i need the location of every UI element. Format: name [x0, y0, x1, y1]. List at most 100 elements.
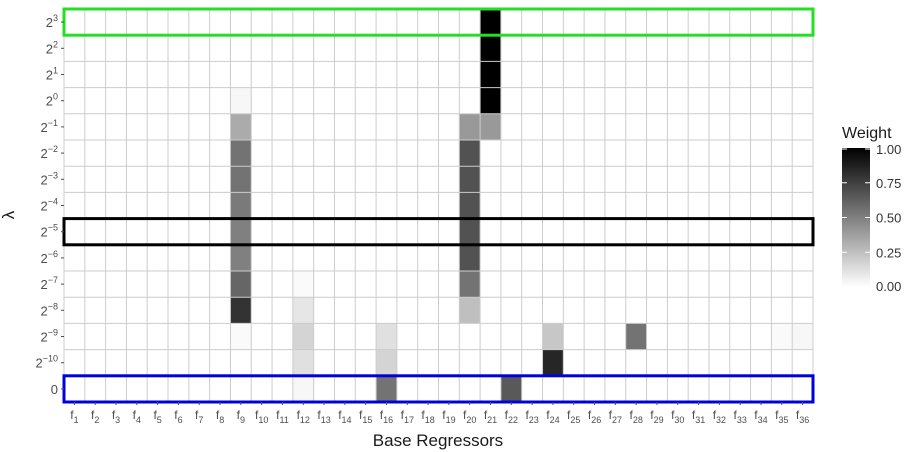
heatmap-cell	[729, 375, 751, 402]
heatmap-cell	[480, 192, 501, 219]
heatmap-cell	[521, 297, 543, 324]
heatmap-cell	[438, 375, 460, 402]
heatmap-cell	[542, 35, 564, 62]
heatmap-cell	[64, 244, 85, 271]
heatmap-cell	[542, 113, 564, 140]
heatmap-cell	[105, 35, 127, 62]
heatmap-cell	[480, 244, 501, 271]
heatmap-cell	[147, 166, 169, 193]
heatmap-cell	[147, 61, 169, 88]
heatmap-cell	[521, 271, 543, 298]
heatmap-cell	[563, 192, 585, 219]
heatmap-cell	[396, 9, 418, 36]
y-tick-label: 23	[46, 13, 58, 30]
heatmap-cell	[230, 218, 252, 245]
heatmap-cell	[521, 61, 543, 88]
heatmap-cell	[64, 166, 85, 193]
heatmap-cell	[646, 9, 668, 36]
y-tick-label: 2−10	[35, 354, 58, 371]
heatmap-cell	[64, 61, 85, 88]
heatmap-cell	[292, 218, 314, 245]
heatmap-cell	[771, 140, 793, 167]
colorbar-tick-label: 0.75	[876, 176, 901, 191]
heatmap-cell	[708, 9, 730, 36]
heatmap-cell	[105, 192, 127, 219]
heatmap-cell	[376, 297, 397, 324]
heatmap-cell	[500, 9, 522, 36]
x-tick-label: f31	[692, 408, 705, 425]
x-tick-label: f32	[713, 408, 726, 425]
heatmap-cell	[84, 192, 106, 219]
heatmap-cell	[708, 349, 730, 376]
heatmap-cell	[292, 113, 314, 140]
heatmap-cell	[396, 375, 418, 402]
heatmap-cell	[563, 297, 585, 324]
heatmap-cell	[792, 218, 813, 245]
heatmap-cell	[105, 113, 127, 140]
heatmap-cell	[168, 375, 189, 402]
heatmap-cell	[84, 35, 106, 62]
heatmap-cell	[438, 271, 460, 298]
heatmap-cell	[625, 140, 647, 167]
heatmap-cell	[272, 349, 293, 376]
heatmap-cell	[480, 35, 501, 62]
heatmap-cell	[500, 35, 522, 62]
heatmap-cell	[438, 87, 460, 114]
heatmap-cell	[584, 323, 605, 350]
heatmap-cell	[521, 35, 543, 62]
heatmap-cell	[355, 113, 377, 140]
heatmap-cell	[251, 113, 273, 140]
colorbar-legend: Weight 1.00 0.75 0.50 0.25 0.00	[842, 125, 901, 294]
heatmap-cell	[147, 9, 169, 36]
heatmap-cell	[729, 9, 751, 36]
heatmap-cell	[355, 9, 377, 36]
heatmap-cell	[292, 244, 314, 271]
heatmap-cell	[563, 9, 585, 36]
heatmap-cell	[521, 323, 543, 350]
x-tick-label: f36	[796, 408, 809, 425]
heatmap-cell	[542, 349, 564, 376]
heatmap-cell	[625, 218, 647, 245]
heatmap-cell	[355, 192, 377, 219]
heatmap-cell	[168, 244, 189, 271]
heatmap-cell	[604, 192, 626, 219]
heatmap-cell	[729, 271, 751, 298]
heatmap-cell	[272, 166, 293, 193]
heatmap-cell	[313, 61, 335, 88]
heatmap-cell	[584, 218, 605, 245]
heatmap-cell	[792, 375, 813, 402]
heatmap-cell	[105, 375, 127, 402]
heatmap-cell	[563, 349, 585, 376]
x-tick-label: f24	[546, 408, 559, 425]
x-tick-label: f29	[650, 408, 663, 425]
heatmap-cell	[646, 61, 668, 88]
x-tick-label: f15	[359, 408, 372, 425]
heatmap-cell	[168, 87, 189, 114]
heatmap-cell	[168, 218, 189, 245]
heatmap-cell	[313, 9, 335, 36]
heatmap-cell	[604, 9, 626, 36]
heatmap-cell	[480, 166, 501, 193]
heatmap-cell	[251, 375, 273, 402]
heatmap-cell	[355, 244, 377, 271]
heatmap-cell	[792, 192, 813, 219]
heatmap-cell	[667, 297, 689, 324]
heatmap-cell	[313, 244, 335, 271]
heatmap-cell	[688, 244, 709, 271]
heatmap-cell	[376, 87, 397, 114]
heatmap-cell	[396, 166, 418, 193]
heatmap-cell	[646, 297, 668, 324]
heatmap-cell	[272, 297, 293, 324]
heatmap-cell	[417, 166, 439, 193]
heatmap-cell	[459, 323, 481, 350]
heatmap-cell	[168, 113, 189, 140]
heatmap-cell	[500, 113, 522, 140]
heatmap-cell	[604, 218, 626, 245]
heatmap-cell	[188, 297, 210, 324]
x-tick-label: f35	[775, 408, 788, 425]
heatmap-cell	[188, 244, 210, 271]
x-tick-label: f28	[629, 408, 642, 425]
heatmap-cell	[376, 349, 397, 376]
heatmap-cell	[376, 35, 397, 62]
heatmap-cell	[355, 140, 377, 167]
